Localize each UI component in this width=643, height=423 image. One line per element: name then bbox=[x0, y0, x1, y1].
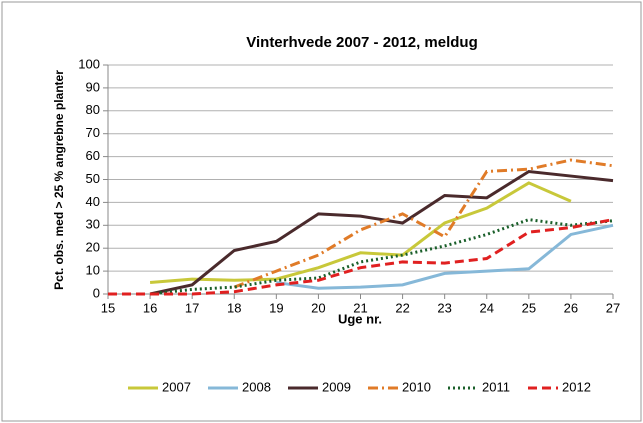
legend-label: 2007 bbox=[162, 379, 191, 394]
x-tick-label: 15 bbox=[101, 300, 115, 315]
chart-title: Vinterhvede 2007 - 2012, meldug bbox=[246, 34, 478, 51]
x-tick-label: 21 bbox=[353, 300, 367, 315]
legend-label: 2008 bbox=[242, 379, 271, 394]
series-line bbox=[108, 218, 614, 296]
legend-label: 2011 bbox=[482, 379, 510, 394]
y-tick-label: 20 bbox=[86, 240, 100, 255]
x-tick-label: 27 bbox=[606, 300, 620, 315]
y-tick-label: 50 bbox=[86, 171, 100, 186]
y-tick-label: 10 bbox=[86, 263, 100, 278]
y-tick-label: 80 bbox=[86, 102, 100, 117]
y-tick-label: 0 bbox=[93, 285, 100, 300]
x-tick-label: 22 bbox=[395, 300, 409, 315]
x-tick-label: 19 bbox=[269, 300, 283, 315]
y-tick-label: 60 bbox=[86, 148, 100, 163]
series-line bbox=[149, 169, 614, 296]
series-line bbox=[276, 223, 614, 290]
x-tick-label: 23 bbox=[437, 300, 451, 315]
y-tick-label: 100 bbox=[78, 56, 100, 71]
x-tick-label: 20 bbox=[311, 300, 325, 315]
y-tick-label: 40 bbox=[86, 194, 100, 209]
x-tick-label: 16 bbox=[143, 300, 157, 315]
x-tick-label: 24 bbox=[480, 300, 494, 315]
x-tick-label: 18 bbox=[227, 300, 241, 315]
y-axis-label: Pct. obs. med > 25 % angrebne planter bbox=[52, 70, 66, 290]
series-line bbox=[233, 158, 614, 289]
x-tick-label: 25 bbox=[522, 300, 536, 315]
x-tick-label: 26 bbox=[564, 300, 578, 315]
series-line bbox=[149, 181, 572, 285]
legend-label: 2010 bbox=[402, 379, 431, 394]
series-line bbox=[149, 218, 614, 296]
y-tick-label: 90 bbox=[86, 79, 100, 94]
x-axis-label: Uge nr. bbox=[338, 311, 382, 326]
y-tick-label: 30 bbox=[86, 217, 100, 232]
legend-label: 2012 bbox=[562, 379, 591, 394]
x-tick-label: 17 bbox=[185, 300, 199, 315]
legend-label: 2009 bbox=[322, 379, 351, 394]
y-tick-label: 70 bbox=[86, 125, 100, 140]
